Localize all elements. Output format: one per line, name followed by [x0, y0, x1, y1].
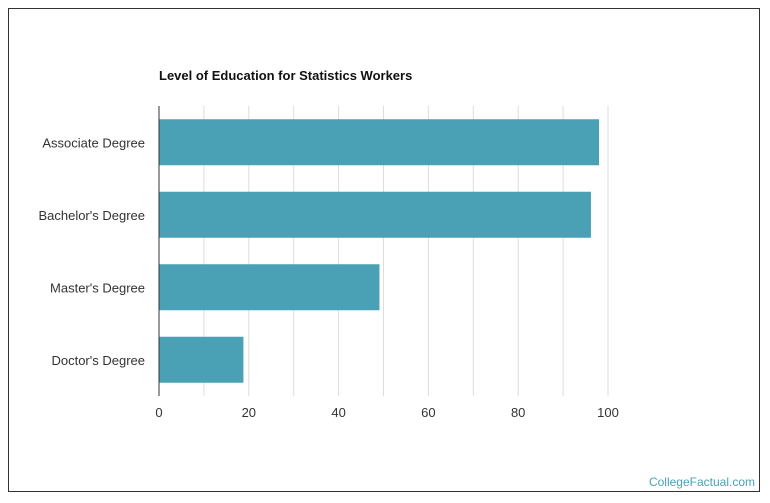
x-tick-label-60: 60	[421, 405, 435, 420]
x-tick-label-40: 40	[331, 405, 345, 420]
watermark-link[interactable]: CollegeFactual.com	[648, 475, 755, 489]
category-label-associate-degree: Associate Degree	[42, 135, 145, 150]
x-tick-label-100: 100	[597, 405, 619, 420]
x-tick-label-80: 80	[511, 405, 525, 420]
bar-doctor-s-degree	[159, 336, 244, 383]
category-label-master-s-degree: Master's Degree	[50, 280, 145, 295]
bar-bachelor-s-degree	[159, 191, 591, 238]
bar-master-s-degree	[159, 264, 380, 311]
x-tick-label-0: 0	[155, 405, 162, 420]
bar-associate-degree	[159, 119, 600, 166]
category-label-bachelor-s-degree: Bachelor's Degree	[38, 208, 145, 223]
x-tick-label-20: 20	[242, 405, 256, 420]
category-label-doctor-s-degree: Doctor's Degree	[51, 353, 145, 368]
chart-title: Level of Education for Statistics Worker…	[159, 68, 413, 83]
